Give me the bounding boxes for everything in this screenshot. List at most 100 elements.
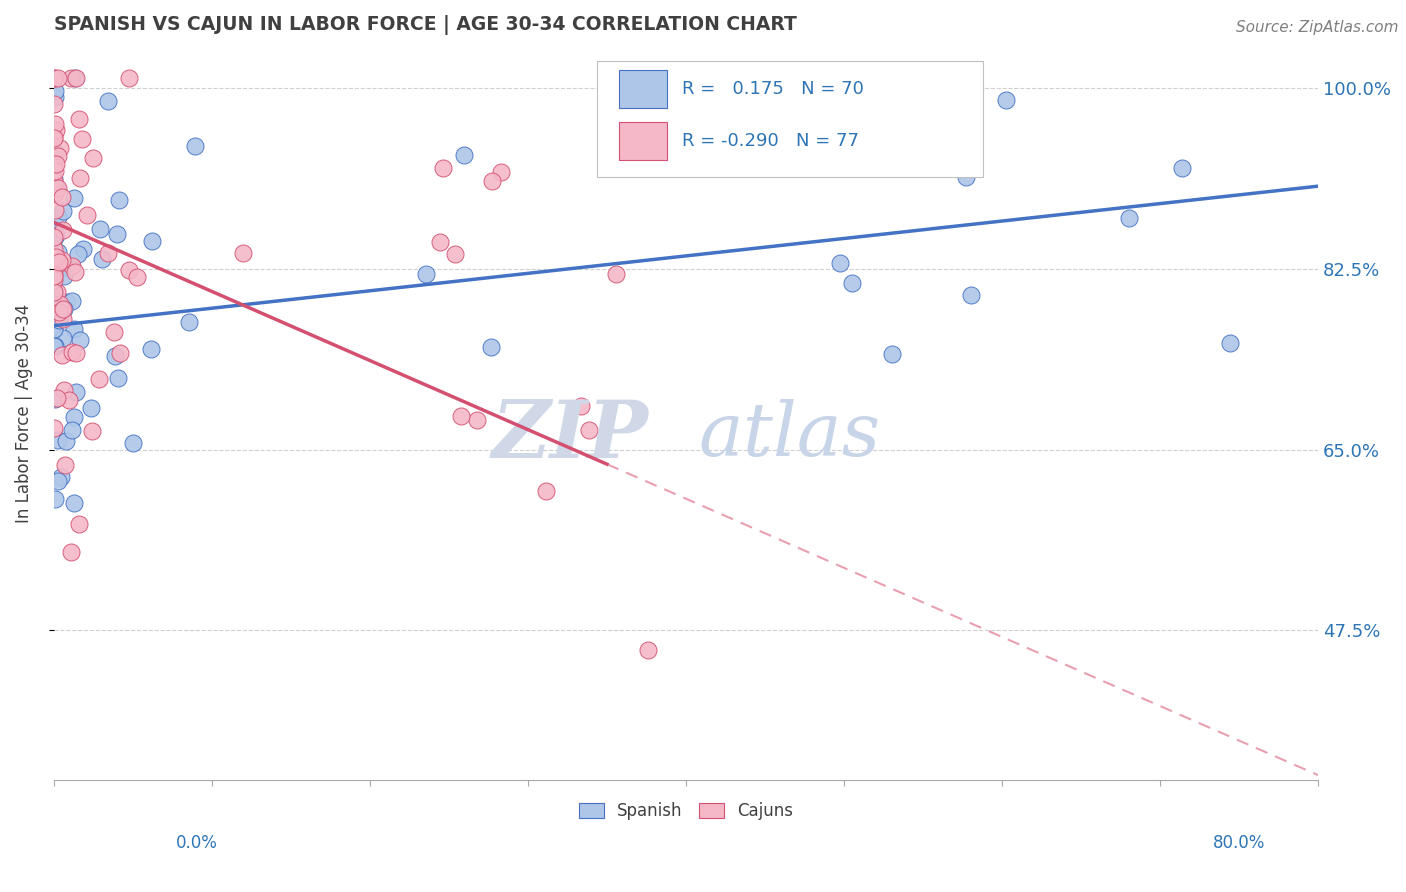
Point	[51, 348, 73, 362]
FancyBboxPatch shape	[619, 121, 666, 160]
Point	[44, 83, 66, 97]
Point	[62, 191, 84, 205]
Point	[65, 385, 87, 400]
Point	[42, 272, 65, 286]
Point	[481, 174, 503, 188]
Point	[48, 305, 70, 319]
Point	[613, 124, 636, 138]
Point	[139, 342, 162, 356]
Point	[44, 178, 66, 193]
Point	[44, 285, 66, 299]
Point	[489, 165, 512, 179]
Point	[44, 392, 66, 406]
Point	[465, 413, 488, 427]
Point	[60, 259, 83, 273]
Point	[42, 70, 65, 85]
Point	[52, 302, 75, 317]
Point	[42, 268, 65, 283]
Point	[45, 157, 67, 171]
Point	[569, 399, 592, 413]
Point	[42, 256, 65, 270]
Point	[60, 423, 83, 437]
Point	[415, 268, 437, 282]
Point	[45, 227, 67, 242]
Point	[72, 242, 94, 256]
Point	[91, 252, 114, 267]
Point	[42, 282, 65, 296]
Point	[42, 231, 65, 245]
Point	[794, 70, 817, 85]
Point	[65, 70, 87, 85]
Point	[103, 325, 125, 339]
Point	[44, 492, 66, 507]
Point	[46, 181, 69, 195]
Point	[51, 189, 73, 203]
Point	[42, 322, 65, 336]
Point	[53, 260, 76, 274]
Point	[45, 182, 67, 196]
Point	[45, 303, 67, 318]
Point	[53, 383, 76, 397]
Point	[45, 285, 67, 299]
Point	[63, 496, 86, 510]
Point	[104, 349, 127, 363]
Point	[44, 117, 66, 131]
Point	[46, 434, 69, 448]
Point	[46, 245, 69, 260]
Point	[53, 458, 76, 472]
Point	[60, 70, 83, 85]
Point	[42, 322, 65, 336]
Text: 80.0%: 80.0%	[1213, 834, 1265, 852]
Point	[44, 242, 66, 256]
Point	[46, 210, 69, 224]
Point	[1118, 211, 1140, 225]
Y-axis label: In Labor Force | Age 30-34: In Labor Force | Age 30-34	[15, 304, 32, 523]
Point	[44, 202, 66, 217]
Point	[49, 297, 72, 311]
Point	[42, 130, 65, 145]
Point	[444, 247, 467, 261]
Point	[44, 164, 66, 178]
Point	[80, 401, 103, 415]
Point	[44, 339, 66, 353]
Point	[121, 436, 143, 450]
Point	[42, 178, 65, 192]
Point	[60, 293, 83, 308]
Point	[55, 434, 77, 449]
Point	[52, 331, 75, 345]
Point	[107, 370, 129, 384]
Point	[42, 130, 65, 145]
Point	[637, 643, 659, 657]
Point	[44, 96, 66, 111]
Point	[828, 256, 851, 270]
Point	[97, 94, 120, 108]
Point	[44, 90, 66, 104]
Point	[1219, 336, 1241, 351]
Point	[432, 161, 454, 176]
Point	[69, 333, 91, 347]
Text: Source: ZipAtlas.com: Source: ZipAtlas.com	[1236, 20, 1399, 35]
Point	[46, 259, 69, 273]
Point	[66, 247, 89, 261]
Point	[177, 315, 200, 329]
Point	[63, 70, 86, 85]
Point	[118, 262, 141, 277]
Point	[184, 139, 207, 153]
Text: 0.0%: 0.0%	[176, 834, 218, 852]
Point	[578, 423, 600, 437]
Point	[141, 234, 163, 248]
Point	[44, 186, 66, 200]
Point	[882, 346, 904, 360]
Point	[51, 302, 73, 317]
Point	[453, 148, 475, 162]
Point	[118, 70, 141, 85]
Point	[51, 253, 73, 268]
Point	[960, 287, 983, 301]
Point	[67, 517, 90, 532]
Point	[97, 245, 120, 260]
Point	[44, 338, 66, 352]
Point	[48, 149, 70, 163]
Point	[479, 340, 502, 354]
Point	[48, 255, 70, 269]
Point	[994, 93, 1017, 107]
